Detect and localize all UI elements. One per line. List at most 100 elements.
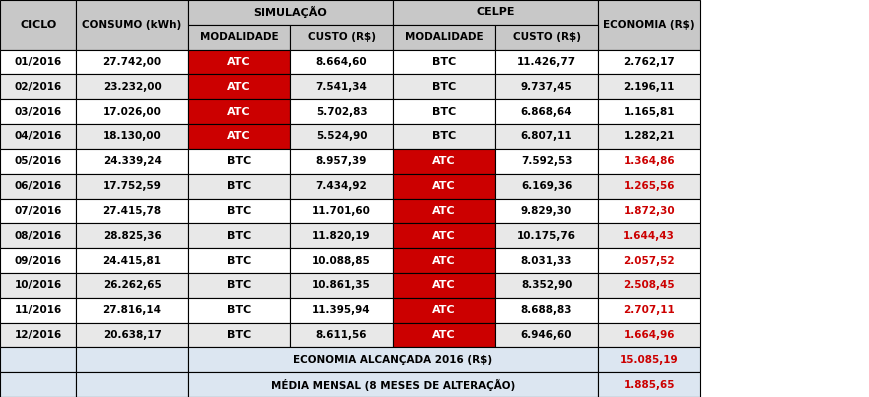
Bar [393,99,495,124]
Text: 24.415,81: 24.415,81 [103,256,162,266]
Bar [0,198,76,223]
Text: BTC: BTC [227,256,251,266]
Text: 9.737,45: 9.737,45 [521,82,573,92]
Bar [393,149,495,174]
Bar [0,99,76,124]
Text: 2.196,11: 2.196,11 [623,82,675,92]
Text: 6.868,64: 6.868,64 [521,107,573,117]
Text: 1.644,43: 1.644,43 [623,231,675,241]
Bar [598,149,700,174]
Bar [495,248,598,273]
Bar [495,298,598,322]
Bar [290,298,393,322]
Text: 17.752,59: 17.752,59 [103,181,162,191]
Text: ATC: ATC [227,107,251,117]
Bar [76,372,188,397]
Text: MÉDIA MENSAL (8 MESES DE ALTERAÇÃO): MÉDIA MENSAL (8 MESES DE ALTERAÇÃO) [270,379,515,391]
Bar [0,149,76,174]
Bar [393,174,495,198]
Text: 20.638,17: 20.638,17 [103,330,162,340]
Bar [598,124,700,149]
Text: ATC: ATC [432,181,456,191]
Text: SIMULAÇÃO: SIMULAÇÃO [254,6,327,18]
Text: 15.085,19: 15.085,19 [620,355,679,365]
Bar [495,50,598,75]
Text: 01/2016: 01/2016 [15,57,62,67]
Bar [290,223,393,248]
Text: 7.434,92: 7.434,92 [315,181,368,191]
Bar [393,298,495,322]
Text: 1.872,30: 1.872,30 [623,206,675,216]
Bar [188,298,290,322]
Bar [495,75,598,99]
Bar [495,25,598,50]
Text: BTC: BTC [432,131,456,141]
Bar [393,223,495,248]
Bar [598,372,700,397]
Text: 2.707,11: 2.707,11 [623,305,675,315]
Bar [188,198,290,223]
Bar [598,223,700,248]
Bar [495,273,598,298]
Bar [598,322,700,347]
Text: 06/2016: 06/2016 [15,181,62,191]
Text: 9.829,30: 9.829,30 [521,206,572,216]
Text: 11.701,60: 11.701,60 [312,206,371,216]
Text: 10.088,85: 10.088,85 [312,256,371,266]
Text: 10.861,35: 10.861,35 [312,280,371,290]
Bar [0,50,76,75]
Text: 7.592,53: 7.592,53 [521,156,573,166]
Text: 11.395,94: 11.395,94 [312,305,371,315]
Bar [0,347,76,372]
Bar [495,322,598,347]
Bar [76,174,188,198]
Text: BTC: BTC [227,231,251,241]
Bar [495,124,598,149]
Text: CONSUMO (kWh): CONSUMO (kWh) [83,20,182,30]
Bar [598,50,700,75]
Bar [393,75,495,99]
Text: 1.282,21: 1.282,21 [623,131,675,141]
Text: 05/2016: 05/2016 [15,156,62,166]
Bar [188,273,290,298]
Text: CUSTO (R$): CUSTO (R$) [513,32,580,42]
Bar [188,50,290,75]
Bar [188,0,393,25]
Bar [290,198,393,223]
Bar [188,25,290,50]
Text: 1.165,81: 1.165,81 [623,107,675,117]
Bar [598,273,700,298]
Text: BTC: BTC [227,305,251,315]
Bar [598,198,700,223]
Text: CELPE: CELPE [476,8,514,17]
Bar [188,322,290,347]
Text: 09/2016: 09/2016 [15,256,62,266]
Bar [598,75,700,99]
Bar [0,124,76,149]
Text: 6.807,11: 6.807,11 [521,131,573,141]
Text: 03/2016: 03/2016 [15,107,62,117]
Bar [188,149,290,174]
Bar [0,273,76,298]
Bar [188,75,290,99]
Bar [290,248,393,273]
Text: 8.352,90: 8.352,90 [521,280,573,290]
Bar [188,248,290,273]
Bar [290,25,393,50]
Bar [393,50,495,75]
Text: CICLO: CICLO [20,20,56,30]
Text: BTC: BTC [432,82,456,92]
Bar [393,322,495,347]
Text: 07/2016: 07/2016 [15,206,62,216]
Text: BTC: BTC [227,330,251,340]
Text: 5.524,90: 5.524,90 [315,131,368,141]
Bar [495,174,598,198]
Text: 24.339,24: 24.339,24 [103,156,162,166]
Text: ATC: ATC [227,57,251,67]
Bar [393,124,495,149]
Text: 1.265,56: 1.265,56 [623,181,675,191]
Text: 8.031,33: 8.031,33 [521,256,573,266]
Text: 7.541,34: 7.541,34 [315,82,368,92]
Text: ATC: ATC [227,82,251,92]
Text: 1.885,65: 1.885,65 [623,380,675,389]
